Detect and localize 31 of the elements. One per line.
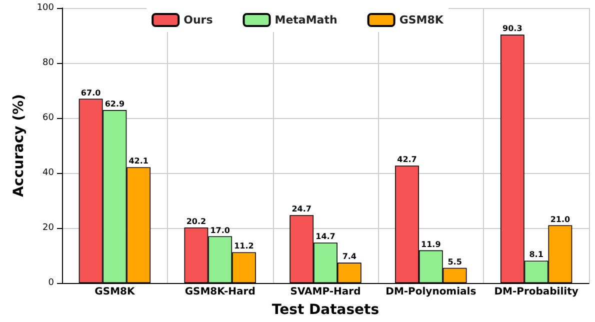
legend-label: GSM8K [399, 14, 444, 26]
legend-label: Ours [184, 14, 214, 26]
data-label: 21.0 [550, 214, 570, 224]
data-label: 62.9 [104, 100, 125, 109]
y-tick-label: 40 [42, 168, 54, 178]
x-tick-label: DM-Probability [494, 286, 579, 298]
x-tick-label: DM-Polynomials [386, 286, 476, 298]
data-label: 8.1 [529, 250, 544, 260]
y-tick-label: 60 [42, 113, 54, 123]
y-axis-title: Accuracy (%) [10, 94, 27, 197]
data-label: 90.3 [502, 24, 522, 34]
y-tick-label: 20 [42, 223, 54, 233]
legend-label: MetaMath [274, 14, 338, 26]
x-tick-label: SVAMP-Hard [290, 286, 361, 298]
data-label: 42.1 [128, 156, 149, 166]
data-label: 14.7 [316, 232, 336, 242]
data-label: 5.5 [448, 257, 462, 266]
x-tick-label: GSM8K-Hard [184, 286, 256, 298]
data-label: 7.4 [342, 252, 357, 262]
x-axis-title: Test Datasets [272, 302, 380, 318]
data-label: 20.2 [186, 216, 206, 226]
y-tick-label: 0 [48, 278, 54, 288]
data-label: 11.9 [421, 240, 442, 249]
data-label: 42.7 [397, 155, 417, 164]
y-tick-label: 100 [36, 3, 54, 13]
data-label: 67.0 [80, 88, 102, 98]
data-label: 24.7 [292, 204, 312, 214]
x-tick-label: GSM8K [94, 286, 136, 298]
y-tick-label: 80 [42, 58, 54, 68]
data-label: 11.2 [234, 242, 254, 251]
data-label: 17.0 [210, 226, 230, 235]
